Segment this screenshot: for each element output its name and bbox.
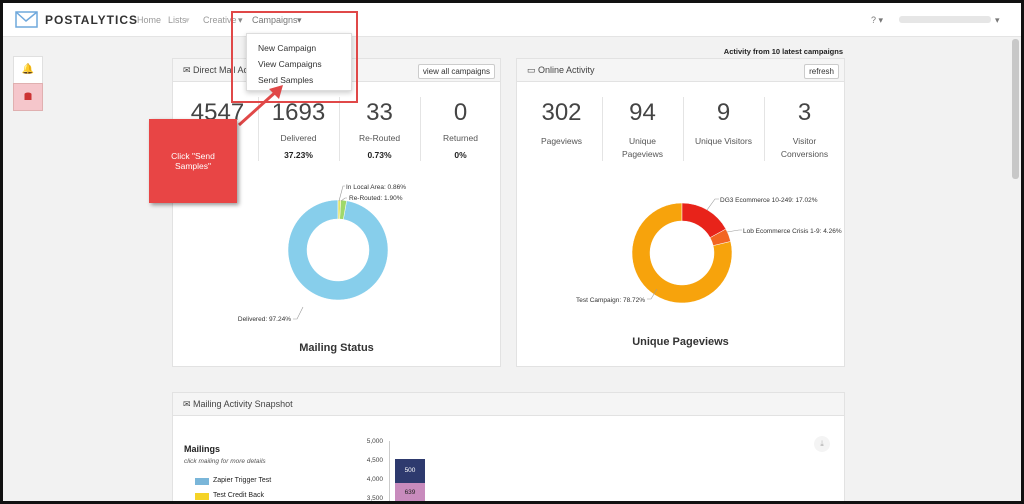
- menu-item[interactable]: Send Samples: [258, 75, 314, 85]
- stat-label: Returned: [443, 133, 478, 143]
- stat-label: Re-Routed: [358, 133, 401, 143]
- notifications-button[interactable]: 🔔: [13, 56, 43, 84]
- download-button[interactable]: ⤓: [814, 436, 830, 452]
- nav-creative[interactable]: Creative: [203, 15, 237, 25]
- stat-percent: 0.73%: [367, 150, 392, 160]
- donut-segment[interactable]: [337, 199, 341, 220]
- chart-title: Mailing Status: [299, 342, 374, 354]
- donut-segment[interactable]: [681, 202, 727, 238]
- y-tick-label: 5,000: [366, 438, 383, 445]
- stat-label: Visitor Conversions: [780, 136, 829, 159]
- segment-label: Re-Routed: 1.90%: [349, 195, 403, 202]
- nav-lists-caret: ▾: [185, 15, 190, 25]
- mailings-hint: click mailing for more details: [184, 458, 266, 465]
- legend-item[interactable]: Test Credit Back: [213, 492, 264, 499]
- stat-value: 94: [629, 99, 656, 126]
- donut-segment[interactable]: [339, 199, 347, 220]
- nav-campaigns-caret: ▾: [297, 15, 302, 25]
- user-caret: ▾: [995, 15, 1000, 25]
- panel-header: ✉ Mailing Activity Snapshot: [173, 393, 844, 416]
- separator: [258, 97, 259, 161]
- activity-note: Activity from 10 latest campaigns: [723, 47, 843, 56]
- nav-home[interactable]: Home: [137, 15, 162, 25]
- stat-value: 33: [366, 99, 393, 126]
- y-tick-label: 4,500: [366, 457, 383, 464]
- stat-value: 1693: [271, 99, 326, 126]
- callout-arrow: [237, 85, 283, 127]
- bar-segment[interactable]: 500: [395, 459, 425, 483]
- snapshot-panel: ✉ Mailing Activity Snapshot Mailings cli…: [172, 392, 845, 502]
- pageviews-chart: DG3 Ecommerce 10-249: 17.02% Lob Ecommer…: [576, 197, 842, 304]
- panel-title: Direct Mail Activity: [193, 65, 267, 75]
- view-all-button[interactable]: view all campaigns: [417, 64, 495, 79]
- legend-swatch: [195, 493, 209, 500]
- direct-mail-panel: ✉ Direct Mail Activity view all campaign…: [172, 58, 501, 367]
- separator: [420, 97, 421, 161]
- callout-text: Click "Send Samples": [171, 151, 215, 171]
- separator: [602, 97, 603, 161]
- legend-item[interactable]: Zapier Trigger Test: [213, 477, 272, 484]
- stat-label: Pageviews: [540, 136, 583, 146]
- help-icon[interactable]: ? ▾: [871, 15, 884, 25]
- y-tick-label: 4,000: [366, 476, 383, 483]
- nav-campaigns[interactable]: Campaigns: [252, 15, 298, 25]
- logo-icon: [15, 11, 38, 28]
- mailing-status-chart: In Local Area: 0.86% Re-Routed: 1.90% De…: [238, 184, 406, 323]
- mailings-heading: Mailings: [184, 444, 221, 454]
- segment-label: Delivered: 97.24%: [238, 316, 291, 323]
- stat-label: Delivered: [280, 133, 317, 143]
- chart-title: Unique Pageviews: [632, 336, 729, 348]
- user-account[interactable]: [899, 16, 991, 23]
- stat-percent: 0%: [454, 150, 467, 160]
- y-tick-label: 3,500: [366, 495, 383, 502]
- segment-label: In Local Area: 0.86%: [346, 184, 406, 191]
- campaigns-dropdown: New Campaign View Campaigns Send Samples: [246, 33, 352, 91]
- stat-label: Unique Pageviews: [621, 136, 664, 159]
- donut-segment[interactable]: [631, 202, 733, 304]
- y-axis: [389, 441, 390, 501]
- nav-lists[interactable]: Lists: [168, 15, 187, 25]
- stat-value: 3: [797, 99, 812, 126]
- separator: [683, 97, 684, 161]
- online-panel: ▭ Online Activity refresh 302 Pageviews …: [516, 58, 845, 367]
- donut-segment[interactable]: [287, 199, 389, 301]
- refresh-button[interactable]: refresh: [804, 64, 839, 79]
- callout: Click "Send Samples": [149, 119, 237, 203]
- brand: POSTALYTICS: [45, 13, 139, 27]
- menu-item[interactable]: New Campaign: [258, 43, 317, 53]
- panel-title: Online Activity: [538, 65, 595, 75]
- segment-label: Lob Ecommerce Crisis 1-9: 4.26%: [743, 228, 842, 235]
- donut-segment[interactable]: [709, 228, 731, 246]
- database-button[interactable]: [13, 83, 43, 111]
- stat-value: 9: [716, 99, 731, 126]
- nav-creative-caret: ▾: [238, 15, 243, 25]
- legend-swatch: [195, 478, 209, 485]
- bar-segment[interactable]: 639: [395, 483, 425, 501]
- panel-header: ▭ Online Activity: [517, 59, 844, 82]
- database-icon: [24, 92, 32, 100]
- stat-value: 302: [541, 99, 582, 126]
- panel-title: Mailing Activity Snapshot: [193, 399, 293, 409]
- stat-label: Unique Visitors: [694, 136, 752, 146]
- segment-label: DG3 Ecommerce 10-249: 17.02%: [720, 197, 818, 204]
- stat-value: 0: [453, 99, 468, 126]
- highlight-box: [231, 11, 358, 103]
- separator: [339, 97, 340, 161]
- scrollbar[interactable]: [1012, 39, 1019, 179]
- segment-label: Test Campaign: 78.72%: [576, 297, 645, 304]
- stat-percent: 37.23%: [284, 150, 313, 160]
- menu-item[interactable]: View Campaigns: [258, 59, 322, 69]
- top-nav: POSTALYTICS Home Lists ▾ Creative ▾ Camp…: [3, 3, 1021, 37]
- separator: [764, 97, 765, 161]
